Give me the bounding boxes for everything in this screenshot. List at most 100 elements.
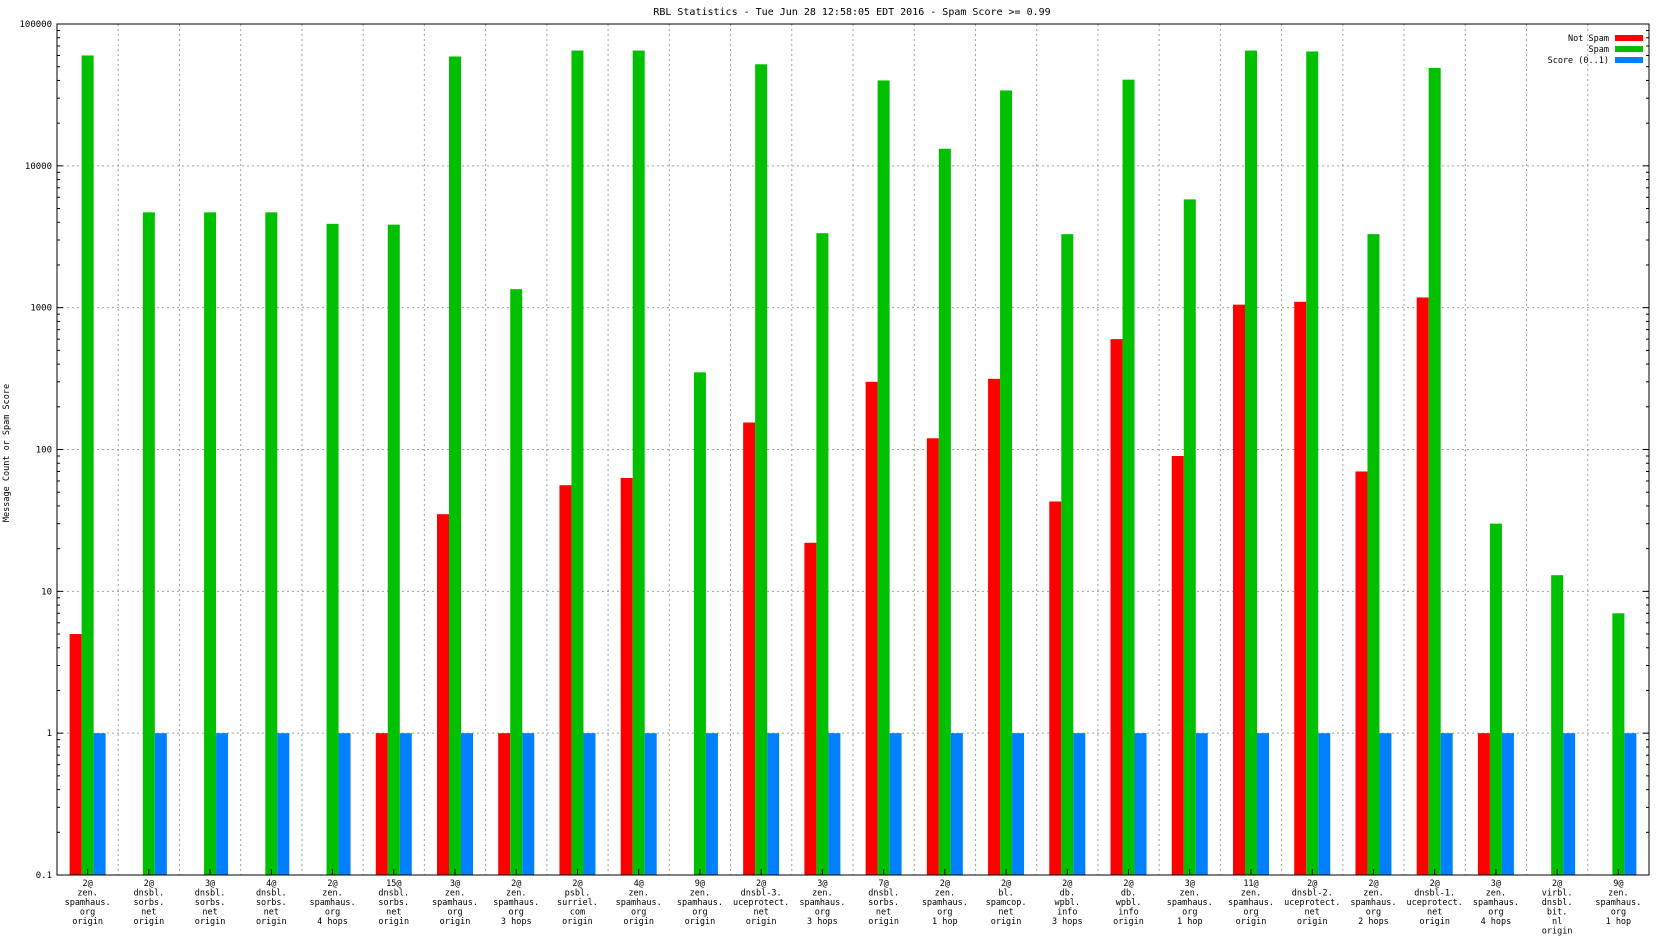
bar-not-spam <box>620 477 633 875</box>
x-category-label: 3@ zen. spamhaus. org 4 hops <box>1473 879 1519 927</box>
chart-title: RBL Statistics - Tue Jun 28 12:58:05 EDT… <box>653 7 1050 18</box>
legend-label: Spam <box>1589 45 1609 55</box>
bar-spam <box>265 212 278 875</box>
x-category-label: 4@ zen. spamhaus. org origin <box>616 879 662 927</box>
y-tick-label: 1000 <box>30 304 52 314</box>
bar-spam <box>1245 50 1257 876</box>
x-category-label: 2@ dnsbl-3. uceprotect. net origin <box>733 879 789 927</box>
x-category-label: 9@ zen. spamhaus. org 1 hop <box>1595 879 1641 927</box>
legend-label: Score (0..1) <box>1548 56 1609 66</box>
y-tick-label: 0.1 <box>36 871 52 881</box>
bar-spam <box>1551 575 1564 875</box>
y-tick-label: 100 <box>36 446 52 456</box>
y-tick-label: 1 <box>47 729 52 739</box>
legend-swatch <box>1615 46 1643 52</box>
bar-score-0-1 <box>828 733 841 875</box>
bar-not-spam <box>1294 301 1307 876</box>
bar-spam <box>1000 90 1013 875</box>
bar-score-0-1 <box>644 733 657 875</box>
y-tick-label: 10 <box>41 587 52 597</box>
bar-not-spam <box>1049 501 1062 875</box>
x-category-label: 3@ zen. spamhaus. org 3 hops <box>799 879 845 927</box>
x-category-label: 2@ dnsbl. sorbs. net origin <box>133 879 164 927</box>
bar-not-spam <box>1477 733 1490 875</box>
bar-spam <box>1428 67 1441 875</box>
bar-score-0-1 <box>1563 733 1576 875</box>
x-category-label: 3@ zen. spamhaus. org 1 hop <box>1167 879 1213 927</box>
bar-score-0-1 <box>1257 733 1269 875</box>
bar-not-spam <box>559 485 572 875</box>
y-axis-label: Message Count or Spam Score <box>2 384 12 522</box>
y-tick-label: 100000 <box>19 20 52 30</box>
bar-score-0-1 <box>705 733 718 875</box>
bar-spam <box>204 212 217 875</box>
x-category-label: 15@ dnsbl. sorbs. net origin <box>378 879 409 927</box>
bar-score-0-1 <box>1012 733 1025 875</box>
bar-score-0-1 <box>399 733 412 875</box>
bar-spam <box>938 148 951 875</box>
bars <box>69 50 1637 876</box>
bar-not-spam <box>375 733 388 875</box>
bar-spam <box>755 64 768 875</box>
bar-spam <box>510 289 523 875</box>
bar-not-spam <box>1416 297 1429 875</box>
x-category-label: 2@ dnsbl-2. uceprotect. net origin <box>1284 879 1340 927</box>
bar-not-spam <box>1171 455 1184 875</box>
bar-spam <box>632 50 645 876</box>
bar-score-0-1 <box>338 733 351 875</box>
x-category-label: 3@ dnsbl. sorbs. net origin <box>195 879 226 927</box>
bar-score-0-1 <box>1501 733 1514 875</box>
axes: 0.1 1 10 100 1000 10000 100000 2@ zen. spamhaus. o… <box>19 20 1650 936</box>
bar-spam <box>1122 79 1135 875</box>
bar-score-0-1 <box>950 733 963 875</box>
plot-border <box>56 23 1650 876</box>
bar-not-spam <box>1110 339 1123 875</box>
bar-not-spam <box>69 634 82 875</box>
bar-spam <box>1061 234 1074 876</box>
bar-score-0-1 <box>1073 733 1086 875</box>
bar-score-0-1 <box>1379 733 1392 875</box>
x-category-label: 2@ db. wpbl. info origin <box>1113 879 1144 927</box>
bar-not-spam <box>1355 471 1368 875</box>
bar-spam <box>877 80 890 875</box>
x-category-label: 2@ db. wpbl. info 3 hops <box>1052 879 1083 927</box>
x-category-label: 11@ zen. spamhaus. org origin <box>1228 879 1274 927</box>
bar-not-spam <box>437 514 449 875</box>
bar-not-spam <box>498 733 511 875</box>
bar-score-0-1 <box>154 733 167 875</box>
bar-spam <box>571 50 584 876</box>
bar-score-0-1 <box>889 733 902 875</box>
bar-spam <box>1183 199 1196 875</box>
bar-spam <box>816 233 829 875</box>
x-category-label: 2@ dnsbl-1. uceprotect. net origin <box>1407 879 1463 927</box>
x-category-label: 2@ zen. spamhaus. org 2 hops <box>1350 879 1396 927</box>
bar-not-spam <box>926 438 939 875</box>
bar-score-0-1 <box>767 733 780 875</box>
x-category-label: 2@ zen. spamhaus. org 1 hop <box>922 879 968 927</box>
bar-score-0-1 <box>583 733 596 875</box>
bar-spam <box>326 223 339 876</box>
bar-score-0-1 <box>216 733 229 875</box>
bar-spam <box>1612 613 1625 875</box>
grid <box>57 24 1649 875</box>
x-category-label: 2@ virbl. dnsbl. bit. nl origin <box>1542 879 1573 936</box>
bar-score-0-1 <box>93 733 106 875</box>
legend-swatch <box>1615 57 1643 63</box>
bar-score-0-1 <box>1134 733 1147 875</box>
bar-score-0-1 <box>277 733 290 875</box>
x-category-label: 3@ zen. spamhaus. org origin <box>432 879 478 927</box>
bar-not-spam <box>804 542 817 875</box>
x-category-label: 2@ zen. spamhaus. org origin <box>65 879 111 927</box>
x-category-label: 2@ zen. spamhaus. org 4 hops <box>310 879 356 927</box>
bar-spam <box>387 224 400 876</box>
x-category-label: 2@ zen. spamhaus. org 3 hops <box>493 879 539 927</box>
bar-spam <box>693 372 706 875</box>
bar-spam <box>1489 523 1502 875</box>
x-category-label: 2@ psbl. surriel. com origin <box>557 879 598 927</box>
bar-spam <box>1306 51 1319 876</box>
x-category-label: 9@ zen. spamhaus. org origin <box>677 879 723 927</box>
x-category-label: 2@ bl. spamcop. net origin <box>986 879 1027 927</box>
bar-spam <box>81 55 94 875</box>
